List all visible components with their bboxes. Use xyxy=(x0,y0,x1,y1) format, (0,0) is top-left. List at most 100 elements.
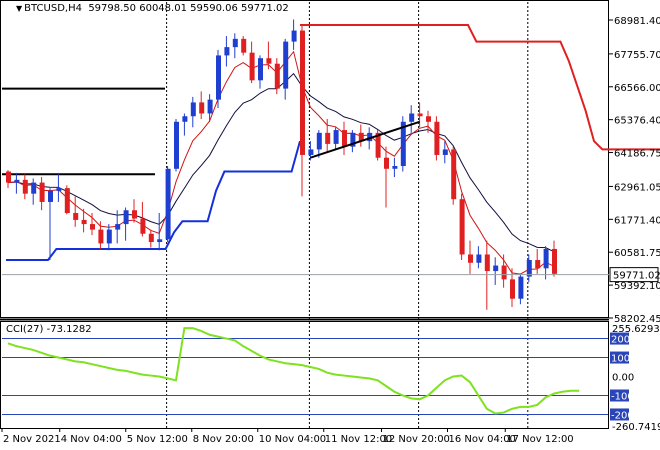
candle-body xyxy=(132,210,137,219)
candle-body xyxy=(484,254,490,272)
candle-body xyxy=(501,265,507,280)
candle-body xyxy=(426,116,431,122)
candle-body xyxy=(123,210,129,225)
candle-body xyxy=(417,113,423,117)
candle-body xyxy=(493,265,499,272)
low-value: 59590.06 xyxy=(190,3,238,14)
candle-body xyxy=(224,47,230,56)
time-axis-label: 10 Nov 04:00 xyxy=(259,434,326,445)
candle-body xyxy=(207,99,213,114)
horizontal-levels xyxy=(2,87,165,176)
candle-body xyxy=(333,130,339,144)
trendline-segment xyxy=(310,120,420,159)
candle-body xyxy=(518,276,524,299)
time-axis-label: 5 Nov 12:00 xyxy=(127,434,188,445)
price-axis-label: 64186.75 xyxy=(614,149,660,160)
cci-axis-label: -200 xyxy=(611,410,634,421)
cci-axis-label: 0.00 xyxy=(612,373,634,384)
candle-body xyxy=(535,260,541,269)
candle-body xyxy=(56,188,62,191)
open-value: 59798.50 xyxy=(88,3,137,14)
candle-body xyxy=(241,38,247,53)
price-axis-label: 67755.70 xyxy=(614,50,660,61)
candle-body xyxy=(392,166,398,169)
candle-body xyxy=(266,58,272,64)
candle-body xyxy=(358,132,364,142)
candle-body xyxy=(98,229,104,244)
time-axis-label: 2 Nov 2021 xyxy=(3,434,61,445)
close-value: 59771.02 xyxy=(241,3,289,14)
cci-panel-frame xyxy=(0,321,609,429)
candle-body xyxy=(274,63,280,89)
candle-body xyxy=(434,121,440,155)
cci-level-tag xyxy=(610,351,629,364)
slow-moving-average-line xyxy=(7,72,555,253)
cci-title: CCI(27) -73.1282 xyxy=(6,324,92,335)
current-price-label: 59771.02 xyxy=(613,271,660,282)
candle-body xyxy=(510,279,515,299)
candle-body xyxy=(73,213,79,220)
cci-level-tag xyxy=(610,332,629,345)
symbol-label: BTCUSD,H4 xyxy=(24,3,82,14)
candle-body xyxy=(258,58,263,81)
chart-header: ▼ BTCUSD,H4 59798.50 60048.01 59590.06 59… xyxy=(16,3,289,14)
candle-body xyxy=(468,254,473,263)
price-axis-label: 66566.00 xyxy=(614,83,660,94)
candle-body xyxy=(308,149,314,155)
cci-axis-label: -100 xyxy=(611,391,634,402)
cci-line xyxy=(7,327,580,415)
candle-body xyxy=(350,132,356,147)
time-axis-label: 4 Nov 04:00 xyxy=(61,434,122,445)
candle-body xyxy=(216,55,221,100)
cci-axis-label: 200 xyxy=(611,335,630,346)
candle-body xyxy=(283,41,289,89)
price-axis-label: 62961.05 xyxy=(614,182,660,193)
candle-body xyxy=(190,102,196,117)
candle-body xyxy=(543,248,549,269)
candle-body xyxy=(384,157,389,169)
candle-body xyxy=(157,239,163,243)
candle-body xyxy=(148,233,154,243)
cci-axis-label: 255.6293 xyxy=(612,324,660,335)
candle-body xyxy=(182,116,188,122)
candle-body xyxy=(409,113,415,122)
candle-body xyxy=(165,168,171,240)
lower-band-line xyxy=(6,140,301,262)
price-axis-label: 60581.75 xyxy=(614,248,660,259)
candle-body xyxy=(342,130,347,147)
candle-body xyxy=(232,38,238,48)
candle-body xyxy=(39,182,45,202)
high-value: 60048.01 xyxy=(139,3,187,14)
price-axis: 68981.40 67755.70 66566.00 65376.40 64186.75… xyxy=(2,16,660,325)
candle-body xyxy=(325,132,331,144)
candle-body xyxy=(442,149,448,155)
moving-averages xyxy=(7,50,555,275)
price-axis-label: 65376.40 xyxy=(614,116,660,127)
candle-body xyxy=(174,121,179,169)
fast-moving-average-line xyxy=(7,50,555,275)
candle-body xyxy=(48,190,53,202)
candle-body xyxy=(451,149,457,200)
price-axis-label: 61771.40 xyxy=(614,215,660,226)
candle-body xyxy=(300,30,305,155)
candle-body xyxy=(249,52,255,81)
channel-bands xyxy=(6,24,660,262)
candle-body xyxy=(476,254,482,263)
candle-body xyxy=(316,132,322,150)
price-axis-label: 68981.40 xyxy=(614,16,660,27)
dropdown-triangle-icon[interactable]: ▼ xyxy=(16,4,23,13)
candle-body xyxy=(81,219,87,225)
candle-body xyxy=(199,102,205,114)
cci-level-tag xyxy=(610,389,629,402)
time-axis-label: 11 Nov 12:00 xyxy=(325,434,392,445)
price-axis-label: 58202.45 xyxy=(614,314,660,325)
candlestick-series xyxy=(6,19,557,310)
current-price-tag xyxy=(609,267,659,283)
candle-body xyxy=(64,188,70,214)
time-axis: 2 Nov 2021 4 Nov 04:00 5 Nov 12:00 8 Nov 20… xyxy=(1,428,574,445)
trendline[interactable] xyxy=(310,120,420,159)
cci-axis-label: -260.7419 xyxy=(612,422,660,433)
candle-body xyxy=(6,171,11,183)
candle-body xyxy=(140,218,146,234)
